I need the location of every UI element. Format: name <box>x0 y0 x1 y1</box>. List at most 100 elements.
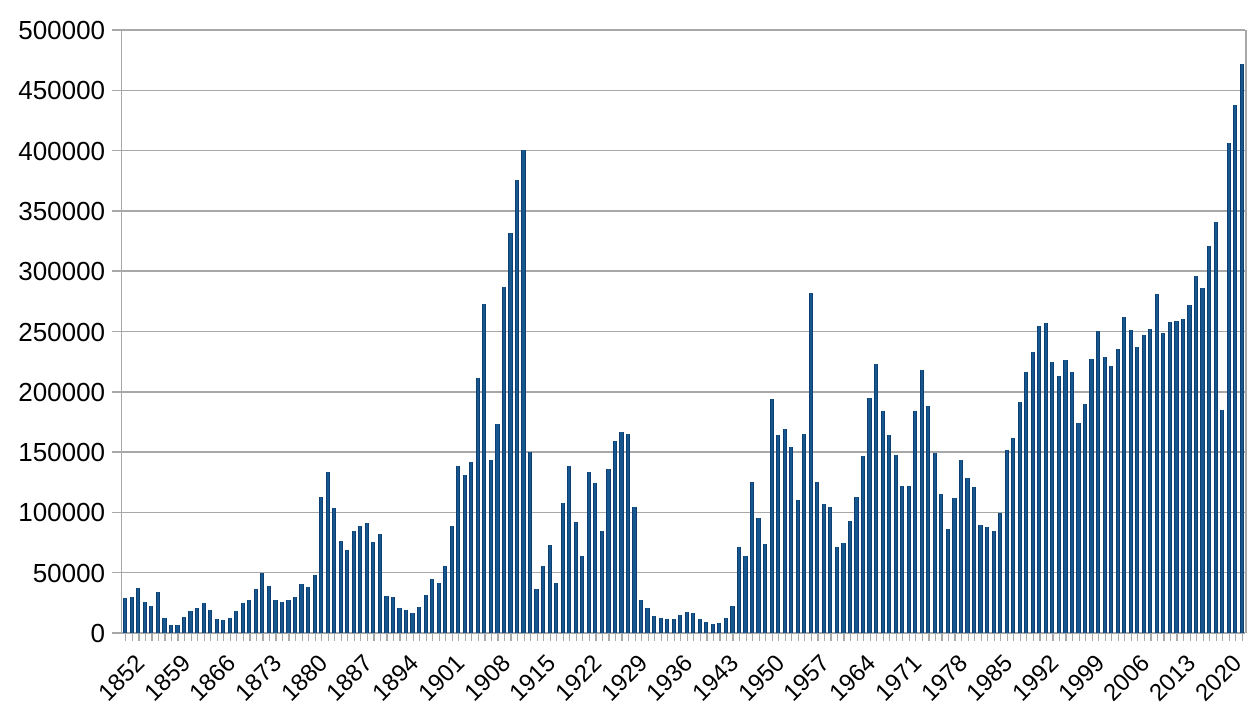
bar-2022 <box>1233 105 1238 633</box>
bar-1955 <box>795 500 800 633</box>
y-axis-tick <box>112 571 122 574</box>
bar-1950 <box>763 543 768 633</box>
x-axis-tick <box>1065 634 1067 641</box>
x-axis-tick <box>836 634 839 641</box>
x-axis-tick <box>314 634 316 641</box>
bar-1898 <box>423 594 428 633</box>
x-axis-tick <box>1032 634 1034 641</box>
x-axis-tick <box>778 634 780 641</box>
x-axis-tick <box>1000 634 1002 641</box>
gridline <box>122 330 1245 333</box>
x-axis-tick <box>1156 634 1159 641</box>
bar-1922 <box>580 555 585 633</box>
bar-2004 <box>1115 348 1120 633</box>
bar-1904 <box>462 474 467 633</box>
x-axis-tick <box>752 634 754 641</box>
x-tick-label: 1999 <box>1052 649 1110 707</box>
x-axis-tick <box>216 634 218 641</box>
x-axis-tick <box>281 634 284 641</box>
bar-2003 <box>1109 366 1114 633</box>
bar-1889 <box>364 522 369 633</box>
bar-1894 <box>397 607 402 633</box>
y-axis-tick <box>112 511 122 514</box>
bar-1918 <box>554 582 559 633</box>
bar-1954 <box>789 447 794 633</box>
x-tick-label: 1880 <box>275 649 333 707</box>
x-tick-label: 1915 <box>504 649 562 707</box>
bar-1869 <box>234 610 239 633</box>
x-axis-tick <box>301 634 303 641</box>
x-axis-tick <box>223 634 225 641</box>
bar-1863 <box>194 607 200 633</box>
x-tick-label: 2020 <box>1189 649 1247 707</box>
bar-1946 <box>736 546 742 633</box>
x-axis-tick <box>458 634 460 641</box>
x-axis-tick <box>262 634 264 641</box>
x-axis-tick <box>190 634 192 641</box>
x-axis-tick <box>1215 634 1217 641</box>
x-axis-tick <box>1104 634 1106 641</box>
x-axis-tick <box>373 634 375 641</box>
x-axis-tick <box>1196 634 1198 641</box>
bar-1939 <box>691 612 696 633</box>
bar-1890 <box>371 542 376 633</box>
x-axis-tick <box>334 634 336 641</box>
bar-1975 <box>926 406 931 633</box>
bar-2015 <box>1187 305 1192 633</box>
x-axis-tick <box>810 634 812 641</box>
x-axis-tick <box>823 634 826 641</box>
y-axis-tick <box>112 330 122 333</box>
bar-1961 <box>834 546 840 633</box>
bar-2023 <box>1239 64 1244 633</box>
x-axis-tick <box>595 634 597 641</box>
bar-1917 <box>547 545 552 633</box>
x-axis-tick <box>582 634 584 641</box>
bar-1992 <box>1037 325 1042 633</box>
bar-1914 <box>527 451 533 633</box>
bar-1907 <box>482 304 487 633</box>
y-tick-label: 500000 <box>18 15 105 45</box>
x-axis-tick <box>347 634 349 641</box>
y-axis-tick <box>112 29 122 31</box>
x-axis-tick <box>863 634 865 641</box>
y-axis-tick <box>112 632 122 634</box>
x-axis-tick <box>236 634 238 641</box>
bar-2019 <box>1213 221 1218 633</box>
bar-1893 <box>390 597 396 633</box>
gridline <box>122 511 1245 514</box>
x-axis-tick <box>987 634 989 641</box>
bar-1974 <box>919 369 924 633</box>
bar-1978 <box>945 528 950 633</box>
x-axis-tick <box>497 634 499 641</box>
bar-2020 <box>1220 410 1225 633</box>
bar-1969 <box>887 434 892 633</box>
bar-1866 <box>214 619 219 633</box>
bar-2014 <box>1180 318 1186 633</box>
bar-1947 <box>743 555 748 633</box>
x-axis-tick <box>1228 634 1230 641</box>
bar-1942 <box>710 623 715 633</box>
bar-1983 <box>978 525 983 633</box>
x-axis-tick <box>360 634 362 641</box>
x-axis-tick <box>797 634 799 641</box>
bar-1901 <box>443 565 448 633</box>
y-tick-label: 0 <box>90 618 105 648</box>
x-axis-tick <box>543 634 545 641</box>
x-tick-label: 1950 <box>732 649 790 707</box>
bar-1875 <box>273 599 278 633</box>
y-tick-label: 150000 <box>18 437 105 468</box>
x-axis-tick <box>399 634 401 641</box>
y-axis-tick <box>112 149 122 152</box>
bar-1998 <box>1076 422 1081 633</box>
bar-1872 <box>253 588 258 633</box>
x-axis-tick <box>1111 634 1113 641</box>
bar-1958 <box>815 482 820 633</box>
x-axis-tick <box>941 634 943 641</box>
bar-1982 <box>971 486 977 633</box>
x-axis-tick <box>445 634 447 641</box>
x-axis-tick <box>419 634 421 641</box>
bar-1984 <box>985 526 990 633</box>
x-axis-tick <box>464 634 466 641</box>
x-tick-label: 1866 <box>184 649 242 707</box>
x-axis-tick <box>321 634 323 641</box>
